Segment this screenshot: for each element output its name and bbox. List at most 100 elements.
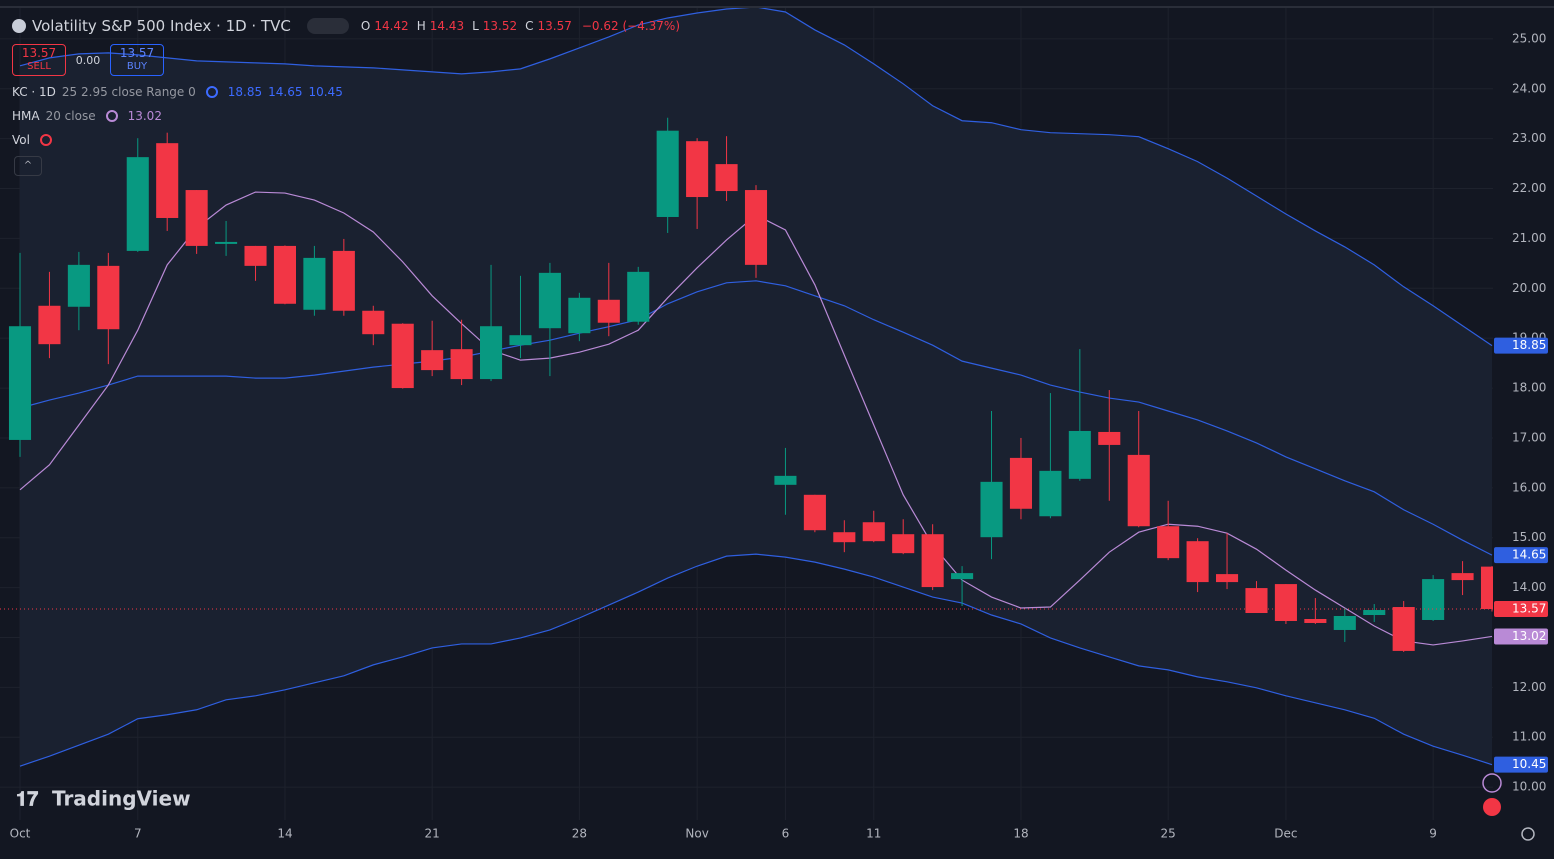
buy-button[interactable]: 13.57 BUY [110,44,164,76]
logo-mark: 𝟏𝟕 [16,787,38,811]
price-badge-label: 14.65 [1512,548,1546,562]
indicator-value: 14.65 [268,85,303,99]
y-tick-label: 15.00 [1512,530,1546,544]
symbol-row: Volatility S&P 500 Index · 1D · TVC O 14.… [12,17,680,35]
x-tick-label: 28 [572,827,587,841]
candle-body [980,481,1003,538]
price-badge-label: 13.57 [1512,602,1546,616]
x-tick-label: 18 [1013,827,1028,841]
buy-price: 13.57 [119,46,155,60]
y-tick-label: 20.00 [1512,281,1546,295]
candle-body [480,326,503,380]
x-tick-label: 11 [866,827,881,841]
candle-body [951,573,974,580]
settings-icon[interactable] [1521,827,1535,841]
y-tick-label: 24.00 [1512,81,1546,95]
sell-button[interactable]: 13.57 SELL [12,44,66,76]
channel-band [20,8,1492,767]
candle-body [126,157,149,251]
x-tick-label: Dec [1274,827,1297,841]
indicator-line [19,8,1493,347]
price-badge [1494,628,1548,645]
y-tick-label: 14.00 [1512,580,1546,594]
y-tick-label: 16.00 [1512,480,1546,494]
indicator-label: Vol [12,133,30,147]
candle-body [156,143,179,218]
candle-body [656,130,679,217]
ohlc-value: 13.57 [537,19,572,33]
candle-body [1422,579,1445,620]
candle-body [568,297,591,334]
axes: 10.0011.0012.0013.0014.0015.0016.0017.00… [10,31,1548,841]
candle-body [774,475,797,485]
candle-body [8,326,32,440]
y-tick-label: 12.00 [1512,680,1546,694]
candle-body [1098,431,1121,445]
candle-body [892,534,915,554]
price-badge-label: 18.85 [1512,338,1546,352]
indicator-icon [105,110,118,122]
y-tick-label: 11.00 [1512,730,1546,744]
candle-body [450,349,473,380]
indicator-row: KC · 1D 25 2.95 close Range 0 18.85 14.65 10… [12,85,343,99]
candle-body [362,310,385,335]
symbol-title[interactable]: Volatility S&P 500 Index · 1D · TVC [32,17,291,35]
candle-body [1039,470,1062,517]
candle-body [686,141,709,198]
ohlc-key: H [416,19,426,33]
flag [12,19,26,33]
y-tick-label: 25.00 [1512,31,1546,45]
buy-label: BUY [126,61,148,72]
candle-body [715,164,738,192]
candle-body [1274,584,1297,621]
indicator-row: HMA 20 close 13.02 [12,109,162,123]
price-badge [1494,756,1548,773]
candle-body [1157,526,1180,559]
candle-body [1186,541,1209,583]
indicator-params: 20 close [45,109,96,123]
price-badge [1494,547,1548,564]
candle-body [273,245,296,304]
price-badge-label: 13.02 [1512,629,1546,643]
x-tick-label: Oct [10,827,31,841]
ohlc-value: 13.52 [482,19,518,33]
candle-body [244,245,267,266]
toggle[interactable] [306,18,349,34]
candle-body [597,299,620,323]
change: −0.62 (−4.37%) [581,19,681,33]
price-badge-label: 10.45 [1512,757,1546,771]
candle-body [67,264,90,307]
candle-body [862,522,885,542]
candle-body [1392,607,1415,651]
x-tick-label: 6 [782,827,790,841]
y-tick-label: 18.00 [1512,381,1546,395]
ohlc-value: 14.43 [429,19,465,33]
candle-body [303,257,326,310]
candle-body [391,323,414,389]
flag-icon[interactable] [1483,798,1501,816]
indicator-value: 10.45 [308,85,343,99]
price-badge [1494,337,1548,354]
spread: 0.00 [75,53,101,67]
candle-body [1480,566,1493,610]
candle-body [1127,454,1150,527]
sell-price: 13.57 [21,46,57,60]
indicator-row: Vol [12,133,56,147]
indicator-label: KC · 1D [12,85,56,99]
alert-icon[interactable] [1482,773,1502,793]
price-badge [1494,601,1548,618]
candle-body [803,494,826,531]
candle-body [509,335,532,346]
candle-body [1451,573,1474,581]
x-tick-label: 14 [277,827,292,841]
candle-body [1068,430,1091,479]
y-tick-label: 22.00 [1512,181,1546,195]
candle-body [215,241,238,244]
candle-body [1333,616,1356,630]
candle-body [1304,618,1327,623]
candle-body [185,190,208,246]
collapse-button[interactable]: ^ [14,156,42,176]
candle-body [538,272,561,329]
candle-body [921,534,944,588]
